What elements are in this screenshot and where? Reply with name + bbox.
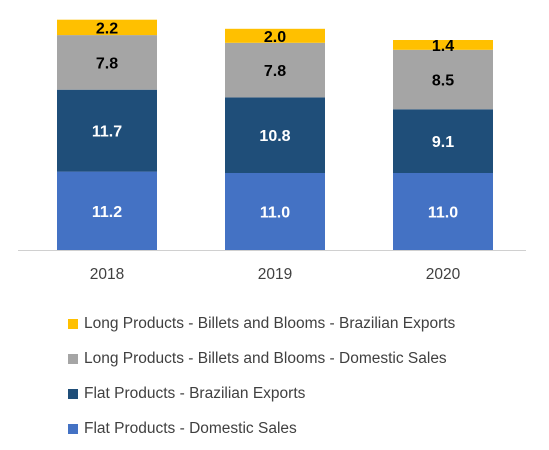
data-label: 1.4 <box>432 38 454 55</box>
data-label: 7.8 <box>264 63 286 80</box>
legend-item-long-exports: Long Products - Billets and Blooms - Bra… <box>68 306 455 341</box>
bar-segment <box>57 171 157 250</box>
legend-item-flat-domestic: Flat Products - Domestic Sales <box>68 411 455 446</box>
bar-segment <box>225 28 325 43</box>
legend-label: Long Products - Billets and Blooms - Bra… <box>84 314 456 332</box>
data-label: 11.2 <box>92 204 122 221</box>
data-label: 7.8 <box>96 55 118 72</box>
x-tick-label: 2020 <box>426 266 461 283</box>
legend-swatch <box>68 353 78 364</box>
legend-label: Long Products - Billets and Blooms - Dom… <box>84 349 447 367</box>
stacked-bar-chart: 11.2 11.7 7.8 2.2 2018 11.0 10.8 7.8 2.0 2019 11.0… <box>18 19 526 283</box>
legend-item-flat-exports: Flat Products - Brazilian Exports <box>68 376 455 411</box>
x-tick-label: 2019 <box>258 266 292 283</box>
x-tick-label: 2018 <box>90 266 124 283</box>
data-label: 11.7 <box>92 124 122 141</box>
legend-label: Flat Products - Brazilian Exports <box>84 384 306 402</box>
legend-item-long-domestic: Long Products - Billets and Blooms - Dom… <box>68 341 455 376</box>
bar-segment <box>393 40 493 50</box>
bar-segment <box>225 173 325 250</box>
bar-segment <box>393 173 493 250</box>
bar-segment <box>393 49 493 110</box>
bar-segment <box>225 97 325 173</box>
legend-label: Flat Products - Domestic Sales <box>84 419 297 437</box>
data-label: 11.0 <box>260 205 290 222</box>
bar-segment <box>393 109 493 173</box>
legend-swatch <box>68 388 78 399</box>
data-label: 9.1 <box>432 134 454 151</box>
data-label: 10.8 <box>259 128 290 145</box>
chart-legend: Long Products - Billets and Blooms - Bra… <box>68 306 455 446</box>
bar-segment <box>225 42 325 98</box>
data-label: 11.0 <box>428 205 458 222</box>
legend-swatch <box>68 318 78 329</box>
bar-segment <box>57 19 157 36</box>
data-label: 2.0 <box>264 29 286 46</box>
data-label: 8.5 <box>432 73 454 90</box>
bar-segment <box>57 35 157 90</box>
data-label: 2.2 <box>96 20 118 37</box>
bar-segment <box>57 89 157 172</box>
legend-swatch <box>68 423 78 434</box>
